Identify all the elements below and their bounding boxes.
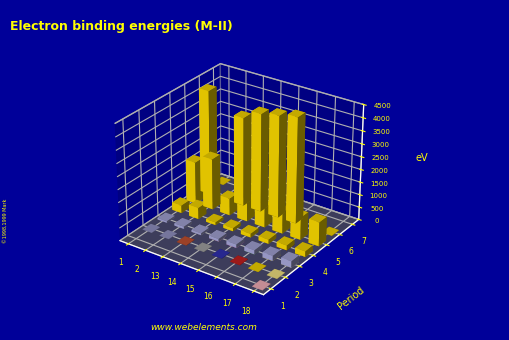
Text: ©1998,1999 Mark: ©1998,1999 Mark [3, 199, 8, 243]
Text: www.webelements.com: www.webelements.com [150, 323, 257, 332]
Y-axis label: Period: Period [335, 285, 365, 311]
Text: Electron binding energies (M-II): Electron binding energies (M-II) [10, 20, 233, 33]
